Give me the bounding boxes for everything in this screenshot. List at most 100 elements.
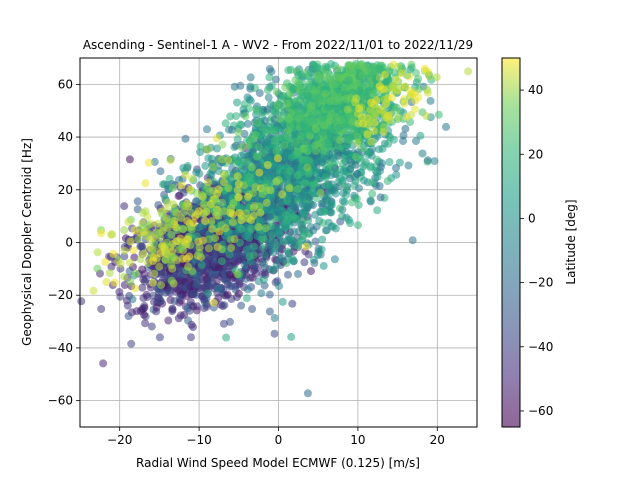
scatter-point xyxy=(414,75,423,83)
scatter-point xyxy=(222,333,231,342)
scatter-point xyxy=(272,163,281,172)
scatter-point xyxy=(388,93,397,102)
scatter-point xyxy=(212,197,221,206)
scatter-point xyxy=(265,290,274,299)
scatter-point xyxy=(131,284,140,293)
scatter-point xyxy=(209,298,218,307)
scatter-point xyxy=(243,192,252,201)
scatter-point xyxy=(304,170,313,178)
scatter-point xyxy=(198,193,207,202)
scatter-point xyxy=(158,241,167,250)
scatter-point xyxy=(286,120,295,129)
scatter-point xyxy=(167,276,176,285)
scatter-point xyxy=(115,288,124,296)
scatter-point xyxy=(353,138,362,147)
scatter-point xyxy=(143,293,152,301)
scatter-point xyxy=(225,282,234,291)
colorbar-label: Latitude [deg] xyxy=(564,199,578,284)
scatter-point xyxy=(282,259,291,268)
scatter-point xyxy=(185,252,194,261)
scatter-point xyxy=(381,70,389,79)
scatter-point xyxy=(194,237,203,246)
scatter-point xyxy=(248,305,257,313)
scatter-point xyxy=(311,237,320,246)
scatter-point xyxy=(338,205,347,214)
scatter-point xyxy=(233,135,242,144)
scatter-point xyxy=(352,94,361,103)
scatter-point xyxy=(259,243,268,252)
scatter-point xyxy=(214,284,223,293)
scatter-point xyxy=(305,83,314,92)
scatter-point xyxy=(93,248,102,257)
scatter-point xyxy=(312,167,320,176)
scatter-point xyxy=(368,90,377,98)
scatter-point xyxy=(274,154,282,163)
scatter-point xyxy=(264,93,273,102)
scatter-point xyxy=(254,277,263,286)
scatter-point xyxy=(237,143,246,152)
scatter-point xyxy=(234,193,243,202)
scatter-point xyxy=(242,294,251,303)
scatter-point xyxy=(155,262,164,271)
scatter-point xyxy=(219,178,228,187)
scatter-point xyxy=(245,95,254,104)
scatter-point xyxy=(131,269,140,278)
scatter-point xyxy=(217,155,226,164)
scatter-point xyxy=(392,75,401,84)
scatter-point xyxy=(257,289,266,298)
scatter-point xyxy=(188,174,197,183)
scatter-point xyxy=(300,210,309,219)
scatter-point xyxy=(120,252,129,261)
colorbar-frame xyxy=(501,57,521,428)
y-tick-label: −60 xyxy=(48,394,73,408)
scatter-point xyxy=(279,91,288,100)
scatter-point xyxy=(133,197,142,206)
scatter-point xyxy=(207,217,216,226)
scatter-point xyxy=(401,124,410,133)
scatter-point xyxy=(168,304,177,313)
scatter-point xyxy=(347,61,356,70)
scatter-point xyxy=(378,144,387,153)
scatter-point xyxy=(239,150,248,159)
scatter-point xyxy=(382,78,391,87)
scatter-point xyxy=(241,173,249,182)
scatter-point xyxy=(442,122,450,131)
scatter-point xyxy=(316,188,325,197)
scatter-point xyxy=(217,257,226,266)
scatter-point xyxy=(294,71,303,80)
scatter-point xyxy=(150,157,159,166)
scatter-point xyxy=(181,134,190,143)
scatter-point xyxy=(331,189,340,198)
scatter-point xyxy=(102,278,111,286)
scatter-point xyxy=(266,123,275,132)
scatter-point xyxy=(270,314,279,322)
scatter-point xyxy=(204,244,213,253)
scatter-point xyxy=(153,219,162,228)
scatter-point xyxy=(203,145,212,154)
scatter-point xyxy=(105,269,114,277)
scatter-point xyxy=(286,235,294,244)
scatter-point xyxy=(412,137,420,145)
scatter-point xyxy=(196,142,205,151)
scatter-point xyxy=(229,199,238,208)
scatter-point xyxy=(254,223,263,232)
scatter-point xyxy=(256,208,265,217)
scatter-point xyxy=(319,261,328,270)
scatter-point xyxy=(281,223,290,232)
scatter-point xyxy=(289,85,298,94)
scatter-point xyxy=(275,224,284,233)
scatter-point xyxy=(220,170,228,179)
scatter-point xyxy=(266,172,275,181)
scatter-point xyxy=(215,227,224,236)
scatter-point xyxy=(258,123,267,132)
scatter-point xyxy=(120,226,129,234)
scatter-point xyxy=(107,230,116,239)
scatter-point xyxy=(233,293,241,302)
scatter-point xyxy=(126,237,135,246)
scatter-point xyxy=(266,213,275,221)
scatter-point xyxy=(141,319,150,328)
scatter-point xyxy=(172,223,180,232)
colorbar-tick-label: 40 xyxy=(528,83,543,97)
scatter-point xyxy=(233,270,242,279)
scatter-point xyxy=(263,137,272,146)
